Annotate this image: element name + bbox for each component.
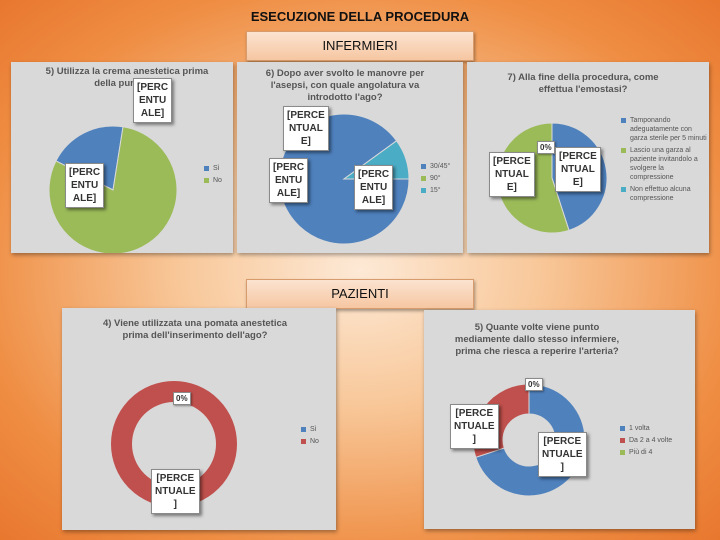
- legend-label: Sì: [213, 165, 220, 172]
- section-title-patients: PAZIENTI: [246, 279, 474, 309]
- chart-legend: Sì No: [204, 164, 232, 188]
- legend-item: 30/45°: [421, 162, 461, 171]
- legend-swatch: [301, 439, 306, 444]
- data-label: [PERCE NTUALE ]: [450, 404, 499, 449]
- legend-item: Non effettuo alcuna compressione: [621, 185, 707, 203]
- data-label: [PERCE NTUALE ]: [538, 432, 587, 477]
- chart-panel-ointment: 4) Viene utilizzata una pomata anestetic…: [62, 308, 336, 530]
- legend-swatch: [620, 426, 625, 431]
- chart-legend: 30/45° 90° 15°: [421, 162, 461, 198]
- legend-label: 1 volta: [629, 425, 650, 432]
- legend-item: Da 2 a 4 volte: [620, 436, 692, 445]
- legend-swatch: [421, 164, 426, 169]
- legend-item: Lascio una garza al paziente invitandolo…: [621, 146, 707, 182]
- chart-title: 4) Viene utilizzata una pomata anestetic…: [102, 318, 288, 341]
- legend-item: 1 volta: [620, 424, 692, 433]
- chart-title: 5) Utilizza la crema anestetica prima de…: [45, 66, 209, 89]
- legend-swatch: [301, 427, 306, 432]
- legend-label: Sì: [310, 426, 317, 433]
- data-label: [PERCE NTUAL E]: [283, 106, 329, 151]
- data-label: [PERCE NTUAL E]: [555, 147, 601, 192]
- legend-item: Sì: [301, 425, 335, 434]
- pie-slice-s: [55, 125, 124, 191]
- legend-item: Più di 4: [620, 448, 692, 457]
- chart-panel-attempts: 5) Quante volte viene punto mediamente d…: [424, 310, 695, 529]
- chart-legend: 1 volta Da 2 a 4 volte Più di 4: [620, 424, 692, 460]
- data-label: [PERC ENTU ALE]: [65, 163, 105, 208]
- data-label: [PERC ENTU ALE]: [354, 165, 394, 210]
- legend-label: No: [310, 438, 319, 445]
- legend-label: 90°: [430, 175, 441, 182]
- chart-title: 6) Dopo aver svolto le manovre per l'ase…: [265, 68, 425, 103]
- legend-swatch: [204, 166, 209, 171]
- legend-item: 90°: [421, 174, 461, 183]
- legend-swatch: [421, 188, 426, 193]
- legend-item: No: [301, 437, 335, 446]
- legend-label: Non effettuo alcuna compressione: [630, 186, 691, 202]
- legend-label: No: [213, 177, 222, 184]
- legend-swatch: [620, 438, 625, 443]
- pie-slice-no: [48, 126, 178, 253]
- legend-swatch: [421, 176, 426, 181]
- page-title: ESECUZIONE DELLA PROCEDURA: [250, 9, 470, 24]
- legend-swatch: [621, 148, 626, 153]
- legend-label: Tamponando adeguatamente con garza steri…: [630, 117, 707, 142]
- legend-item: 15°: [421, 186, 461, 195]
- legend-item: Tamponando adeguatamente con garza steri…: [621, 116, 707, 143]
- legend-label: 30/45°: [430, 163, 451, 170]
- section-title-nurses: INFERMIERI: [246, 31, 474, 61]
- legend-swatch: [204, 178, 209, 183]
- chart-panel-angle: 6) Dopo aver svolto le manovre per l'ase…: [237, 62, 463, 253]
- data-label: [PERC ENTU ALE]: [133, 78, 173, 123]
- chart-title: 7) Alla fine della procedura, come effet…: [507, 72, 659, 95]
- data-label: [PERC ENTU ALE]: [269, 158, 309, 203]
- data-label: 0%: [537, 141, 555, 154]
- chart-panel-hemostasis: 7) Alla fine della procedura, come effet…: [467, 62, 709, 253]
- legend-swatch: [620, 450, 625, 455]
- chart-legend: Tamponando adeguatamente con garza steri…: [621, 116, 707, 206]
- data-label: 0%: [173, 392, 191, 405]
- legend-label: Più di 4: [629, 449, 653, 456]
- legend-label: Lascio una garza al paziente invitandolo…: [630, 147, 698, 181]
- chart-legend: Sì No: [301, 425, 335, 449]
- chart-panel-cream: 5) Utilizza la crema anestetica prima de…: [11, 62, 233, 253]
- legend-swatch: [621, 187, 626, 192]
- legend-swatch: [621, 118, 626, 123]
- data-label: [PERCE NTUAL E]: [489, 152, 535, 197]
- data-label: [PERCE NTUALE ]: [151, 469, 200, 514]
- legend-label: Da 2 a 4 volte: [629, 437, 673, 444]
- legend-label: 15°: [430, 187, 441, 194]
- legend-item: No: [204, 176, 232, 185]
- legend-item: Sì: [204, 164, 232, 173]
- data-label: 0%: [525, 378, 543, 391]
- pie-chart-svg: [48, 125, 178, 253]
- chart-title: 5) Quante volte viene punto mediamente d…: [454, 322, 620, 357]
